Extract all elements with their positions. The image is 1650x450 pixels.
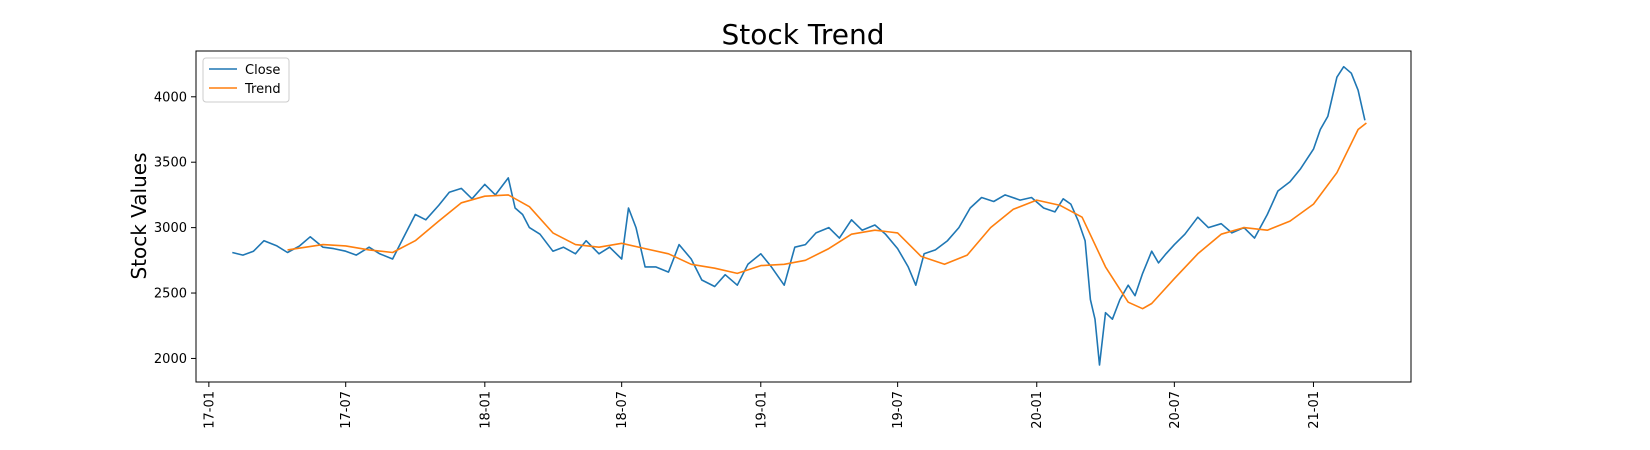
legend-label-trend: Trend	[244, 82, 281, 97]
legend: Close Trend	[202, 57, 290, 103]
x-tick-label: 19-01	[754, 391, 769, 429]
x-tick-label: 17-07	[339, 391, 354, 429]
chart-title: Stock Trend	[721, 18, 884, 51]
x-tick-label: 20-07	[1168, 391, 1183, 429]
x-tick-label: 21-01	[1307, 391, 1322, 429]
y-tick-label: 2500	[154, 287, 187, 302]
x-tick-label: 20-01	[1030, 391, 1045, 429]
y-tick-label: 3000	[154, 221, 187, 236]
x-tick-label: 18-01	[478, 391, 493, 429]
y-axis-label: Stock Values	[127, 152, 151, 279]
y-tick-label: 3500	[154, 156, 187, 171]
x-axis: 17-01 17-07 18-01 18-07 19-01 19-07 20-01 20-07…	[202, 382, 1322, 429]
plot-series	[232, 65, 1367, 366]
y-tick-label: 2000	[154, 352, 187, 367]
series-line-close	[232, 65, 1366, 366]
x-tick-label: 19-07	[891, 391, 906, 429]
series-line-trend	[287, 122, 1367, 310]
plot-frame	[195, 50, 1412, 383]
legend-label-close: Close	[245, 63, 280, 78]
x-tick-label: 17-01	[202, 391, 217, 429]
y-tick-label: 4000	[154, 90, 187, 105]
y-axis: 2000 2500 3000 3500 4000	[154, 90, 196, 367]
x-tick-label: 18-07	[615, 391, 630, 429]
